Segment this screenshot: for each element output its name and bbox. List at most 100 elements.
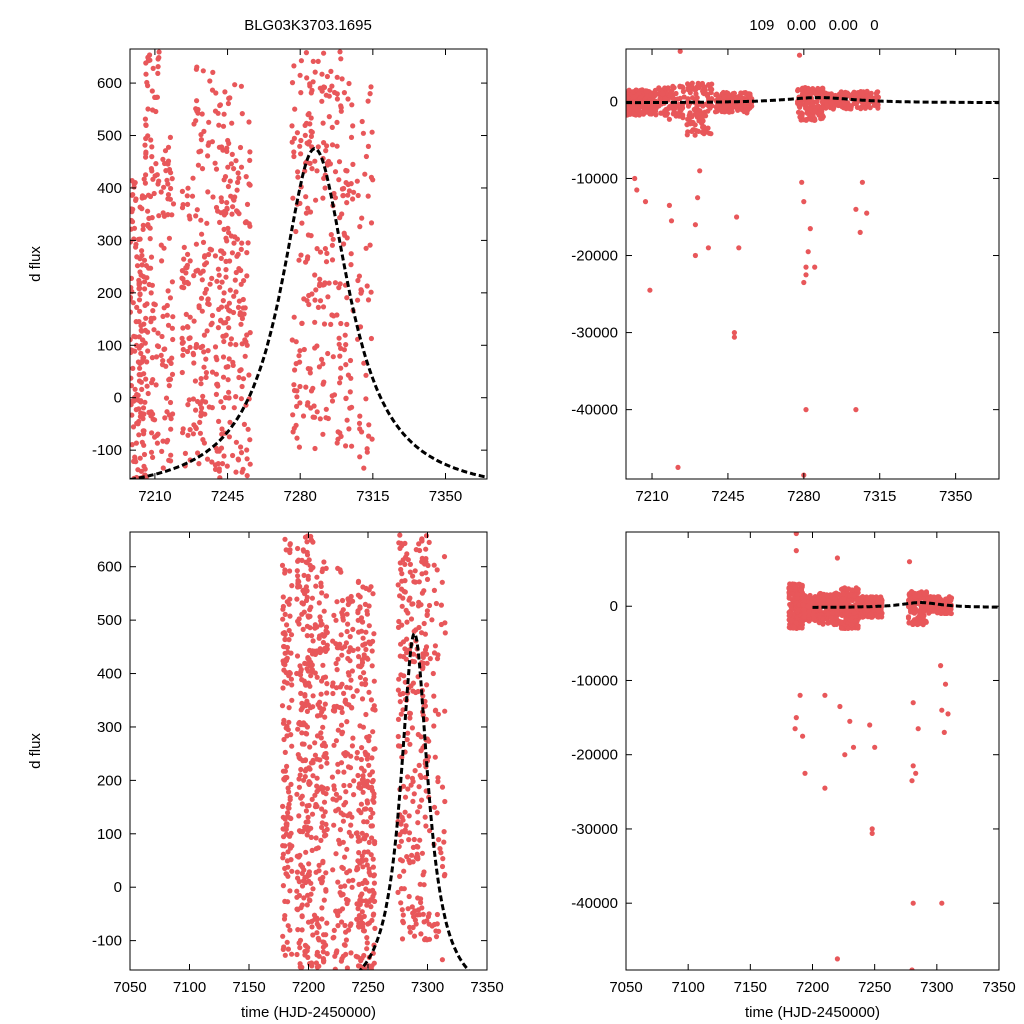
data-point bbox=[280, 843, 286, 849]
data-point bbox=[431, 804, 438, 810]
data-point bbox=[364, 935, 370, 941]
data-point bbox=[308, 760, 314, 766]
data-point bbox=[296, 444, 302, 450]
data-point bbox=[359, 909, 365, 915]
data-point bbox=[409, 658, 415, 664]
data-point bbox=[309, 662, 315, 668]
data-point bbox=[298, 690, 304, 697]
data-point bbox=[169, 371, 176, 377]
data-point bbox=[357, 605, 363, 611]
data-point bbox=[247, 182, 253, 188]
data-point bbox=[221, 250, 227, 256]
data-point bbox=[194, 64, 200, 70]
data-point bbox=[346, 649, 352, 655]
data-point bbox=[298, 90, 304, 96]
data-point bbox=[356, 654, 362, 660]
data-point bbox=[787, 612, 793, 618]
data-point bbox=[286, 719, 292, 725]
data-point bbox=[296, 621, 302, 627]
data-point bbox=[849, 587, 855, 593]
data-point bbox=[225, 183, 231, 190]
data-point bbox=[311, 912, 318, 918]
data-point bbox=[858, 91, 865, 97]
data-point bbox=[802, 611, 808, 617]
data-point bbox=[442, 798, 448, 805]
data-point bbox=[145, 329, 151, 335]
data-point bbox=[399, 571, 405, 577]
data-point bbox=[431, 650, 438, 656]
data-point bbox=[297, 400, 303, 406]
data-point bbox=[207, 281, 213, 287]
data-point bbox=[294, 670, 300, 677]
data-point bbox=[369, 755, 375, 761]
data-point bbox=[344, 417, 350, 423]
data-point bbox=[345, 621, 351, 627]
data-point bbox=[315, 58, 321, 64]
data-point bbox=[659, 90, 666, 97]
data-point bbox=[396, 676, 402, 682]
data-point bbox=[247, 157, 253, 163]
data-point bbox=[320, 120, 326, 126]
data-point bbox=[438, 850, 444, 856]
data-point bbox=[150, 176, 156, 182]
data-point bbox=[238, 321, 244, 327]
data-point bbox=[195, 450, 201, 456]
data-point bbox=[350, 196, 356, 202]
data-point bbox=[323, 148, 329, 154]
data-point bbox=[302, 132, 308, 138]
data-point bbox=[339, 906, 346, 912]
data-point bbox=[873, 595, 879, 601]
data-point bbox=[361, 360, 367, 366]
data-point bbox=[287, 613, 293, 619]
data-point bbox=[293, 361, 299, 367]
data-point bbox=[322, 701, 328, 707]
data-point bbox=[333, 617, 339, 623]
data-point bbox=[215, 266, 221, 272]
x-tick-label: 7150 bbox=[734, 979, 767, 996]
data-point bbox=[203, 374, 209, 380]
data-point bbox=[236, 374, 242, 381]
data-point bbox=[314, 409, 320, 415]
data-point bbox=[219, 426, 225, 432]
data-point bbox=[322, 674, 329, 680]
data-point bbox=[341, 90, 347, 96]
data-point bbox=[360, 619, 366, 625]
data-point bbox=[224, 148, 230, 154]
y-tick-label: -10000 bbox=[571, 170, 618, 187]
data-point bbox=[363, 585, 369, 592]
data-point bbox=[302, 692, 308, 698]
data-point bbox=[294, 894, 300, 900]
data-point bbox=[137, 308, 143, 314]
data-point bbox=[238, 450, 245, 456]
data-point bbox=[330, 638, 336, 644]
data-point bbox=[309, 847, 315, 854]
data-point bbox=[344, 295, 350, 301]
data-point bbox=[626, 87, 632, 93]
data-point bbox=[151, 301, 157, 307]
data-point bbox=[232, 277, 238, 283]
data-point bbox=[798, 587, 805, 594]
data-point bbox=[368, 697, 374, 703]
data-point bbox=[197, 430, 203, 436]
data-point bbox=[399, 936, 406, 942]
data-point bbox=[160, 156, 166, 162]
data-point bbox=[908, 609, 914, 615]
data-point bbox=[331, 190, 337, 197]
data-point bbox=[323, 92, 329, 98]
data-point bbox=[304, 623, 310, 629]
data-point bbox=[225, 164, 231, 170]
data-point bbox=[291, 149, 297, 155]
data-point bbox=[369, 823, 375, 829]
data-point bbox=[365, 297, 372, 303]
data-point bbox=[334, 74, 340, 80]
data-point bbox=[283, 831, 289, 837]
data-point bbox=[135, 236, 142, 242]
data-point bbox=[342, 332, 348, 338]
data-point bbox=[396, 618, 402, 625]
data-point bbox=[141, 371, 147, 377]
data-point bbox=[399, 622, 405, 628]
data-point bbox=[319, 590, 325, 596]
data-point bbox=[803, 116, 810, 123]
data-point bbox=[340, 193, 346, 199]
data-point bbox=[842, 585, 848, 591]
